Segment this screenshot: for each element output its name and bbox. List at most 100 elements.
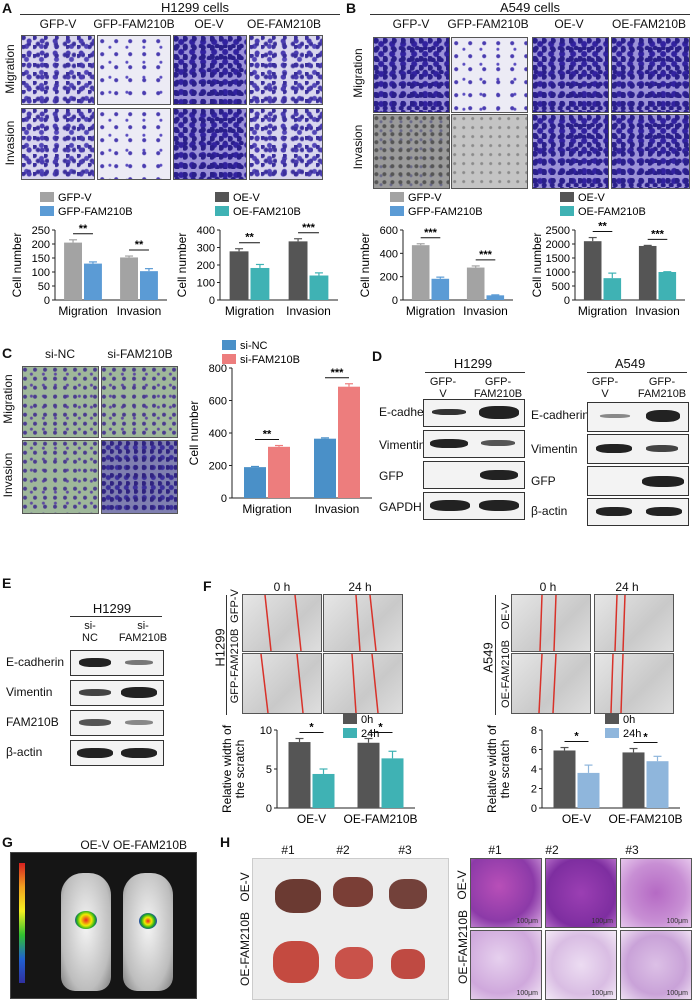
blot-d-left-gfp: [423, 461, 525, 489]
y-tick-label: 300: [197, 243, 215, 255]
y-tick-label: 8: [531, 725, 537, 737]
x-tick-label: Migration: [58, 304, 107, 318]
panel-h-hist-row-2: OE-FAM210B: [456, 909, 470, 985]
x-tick-label: Invasion: [117, 304, 162, 318]
scale-label: 100μm: [666, 918, 688, 925]
lung-oev-2: [333, 877, 373, 907]
y-axis-label: Relative width ofthe scratch: [485, 724, 512, 813]
legend-swatch-f2-1: [605, 728, 619, 738]
y-tick-label: 1000: [546, 267, 570, 279]
y-axis-label: Cell number: [187, 401, 201, 466]
x-tick-label: Migration: [578, 304, 627, 318]
signif-marker: *: [574, 731, 579, 743]
micrograph-b-gfpfam-invasion: [451, 114, 528, 189]
panel-b-col-3: OE-V: [554, 17, 584, 31]
panel-h-lung-num-1: #1: [281, 843, 295, 857]
panel-e-row-1: E-cadherin: [6, 655, 65, 669]
panel-label-h: H: [220, 834, 231, 850]
signif-marker: **: [79, 223, 88, 235]
bar-oe-fam210b: [603, 278, 622, 300]
y-tick-label: 6: [531, 745, 537, 757]
lung-oefam-1: [273, 941, 319, 983]
bar-gfp-fam210b: [84, 263, 102, 300]
lung-oefam-2: [335, 947, 373, 979]
y-axis-label: Cell number: [175, 233, 189, 298]
y-tick-label: 600: [380, 225, 398, 237]
panel-d-right-lane-1: GFP- V: [591, 376, 619, 400]
panel-h-lung-row-2: OE-FAM210B: [238, 911, 252, 987]
bar-gfp-v: [120, 257, 138, 300]
legend-swatch-b1-1: [390, 206, 404, 216]
legend-swatch-f1-0: [343, 714, 357, 724]
x-tick-label: OE-FAM210B: [608, 812, 682, 826]
bar-0h: [553, 750, 576, 808]
legend-label-b1-0: GFP-V: [408, 192, 442, 204]
y-tick-label: 4: [531, 764, 537, 776]
legend-label-f2-1: 24h: [623, 728, 641, 740]
x-tick-label: Invasion: [463, 304, 508, 318]
panel-b-col-2: GFP-FAM210B: [447, 17, 529, 31]
hist-oev-1: 100μm: [470, 858, 542, 928]
y-tick-label: 200: [380, 272, 398, 284]
panel-label-d: D: [372, 348, 383, 364]
y-tick-label: 150: [32, 253, 50, 265]
chart-c1: si-NC si-FAM210B 0 200 400 600 800 Cell number M…: [187, 340, 372, 516]
x-tick-label: Migration: [242, 502, 291, 516]
bar-24h: [577, 772, 600, 808]
signif-marker: **: [598, 221, 607, 233]
panel-d-left-row-2: Vimentin: [379, 438, 426, 452]
y-tick-label: 250: [32, 225, 50, 237]
micrograph-b-gfpv-invasion: [373, 114, 450, 189]
y-tick-label: 2500: [546, 225, 570, 237]
panel-a-row-migration: Migration: [3, 44, 17, 94]
bar-0h: [288, 742, 311, 808]
micrograph-a-gfpfam-migration: [97, 35, 171, 105]
bar-0h: [357, 742, 380, 808]
panel-d-left-lane-2: GFP- FAM210B: [473, 376, 523, 400]
panel-f-left-rule: [226, 595, 227, 715]
panel-label-a: A: [2, 0, 13, 16]
y-tick-label: 2000: [546, 239, 570, 251]
y-tick-label: 600: [209, 396, 227, 408]
y-tick-label: 200: [32, 239, 50, 251]
y-tick-label: 0: [44, 295, 50, 307]
panel-c-row-migration: Migration: [1, 374, 15, 424]
legend-swatch-c1-0: [222, 340, 236, 350]
x-tick-label: OE-V: [297, 812, 326, 826]
panel-d-left-lane-1: GFP- V: [429, 376, 457, 400]
micrograph-b-oefam-invasion: [611, 114, 690, 189]
panel-d-left-cell: H1299: [453, 356, 493, 371]
bar-oe-fam210b: [250, 267, 270, 300]
legend-swatch-f1-1: [343, 728, 357, 738]
panel-f-right-time-1: 0 h: [539, 580, 557, 594]
legend-label-a2-1: OE-FAM210B: [233, 206, 301, 218]
y-tick-label: 5: [266, 764, 272, 776]
scale-label: 100μm: [666, 990, 688, 997]
panel-b-row-migration: Migration: [351, 48, 365, 98]
panel-d-left-row-4: GAPDH: [379, 500, 422, 514]
y-tick-label: 2: [531, 784, 537, 796]
blot-d-right-ecad: [587, 402, 689, 432]
scratch-f-left-gfpfam-0h: [242, 653, 322, 714]
chart-f2: 0h 24h 0 2 4 6 8 Relative width ofthe scratch OE…: [485, 714, 683, 826]
panel-b-title-rule: [370, 14, 690, 15]
panel-f-left-row-2: GFP-FAM210B: [229, 628, 241, 704]
bioluminescence-image: [10, 852, 197, 999]
micrograph-c-sifam-invasion: [101, 440, 178, 514]
panel-label-b: B: [346, 0, 357, 16]
micrograph-b-oev-migration: [532, 37, 609, 113]
panel-a-col-3: OE-V: [194, 17, 224, 31]
panel-d-left-row-1: E-cadherin: [379, 405, 438, 419]
legend-label-b1-1: GFP-FAM210B: [408, 206, 483, 218]
panel-b-title: A549 cells: [500, 0, 560, 15]
signif-marker: **: [245, 232, 254, 244]
x-tick-label: Migration: [225, 304, 274, 318]
micrograph-b-oev-invasion: [532, 114, 609, 189]
lung-oefam-3: [391, 949, 425, 979]
panel-a-row-invasion: Invasion: [3, 120, 17, 166]
y-axis-label: Relative width ofthe scratch: [220, 724, 247, 813]
legend-label-c1-0: si-NC: [240, 340, 268, 352]
x-tick-label: Invasion: [315, 502, 360, 516]
micrograph-a-oev-migration: [173, 35, 247, 105]
scratch-f-left-gfpfam-24h: [323, 653, 403, 714]
